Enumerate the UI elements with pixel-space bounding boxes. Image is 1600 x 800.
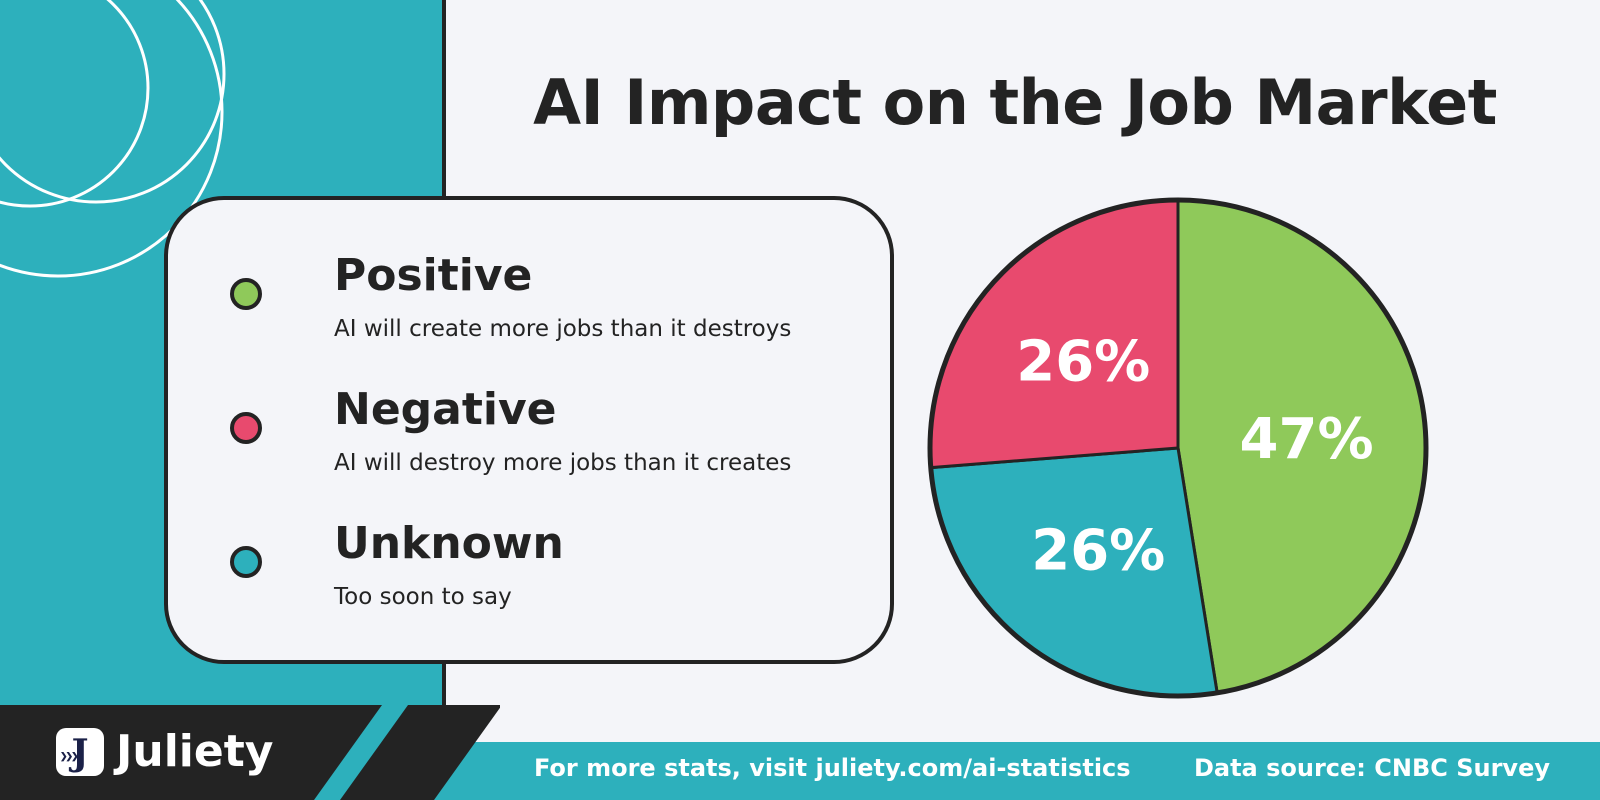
pie-label-unknown: 26%	[1031, 518, 1165, 583]
decorative-circle	[0, 0, 224, 278]
juliety-logo-icon: ❯❯❯ J	[56, 728, 104, 776]
footer-data-source: Data source: CNBC Survey	[1193, 754, 1550, 782]
decorative-circle	[0, 0, 226, 204]
legend-label-unknown: Unknown	[334, 518, 564, 569]
legend-label-negative: Negative	[334, 384, 557, 435]
pie-outline	[927, 197, 1429, 699]
legend-dot-unknown	[230, 546, 262, 578]
footer-stats-link[interactable]: For more stats, visit juliety.com/ai-sta…	[534, 754, 1131, 782]
legend-dot-negative	[230, 412, 262, 444]
legend-label-positive: Positive	[334, 250, 533, 301]
legend-desc-negative: AI will destroy more jobs than it create…	[334, 450, 792, 476]
pie-chart: 47% 26% 26%	[927, 197, 1429, 699]
legend-desc-unknown: Too soon to say	[334, 584, 512, 610]
logo-letter: J	[71, 732, 89, 774]
decorative-circles	[0, 0, 226, 278]
page-title: AI Impact on the Job Market	[533, 66, 1497, 139]
brand-name: Juliety	[116, 726, 274, 777]
legend-dot-positive	[230, 278, 262, 310]
pie-label-negative: 26%	[1016, 329, 1150, 394]
legend-card: Positive AI will create more jobs than i…	[164, 196, 894, 664]
footer-dark-stripe	[340, 705, 500, 800]
pie-label-positive: 47%	[1240, 407, 1374, 472]
decorative-circle	[0, 0, 150, 208]
chevrons-icon: ❯❯❯	[60, 752, 79, 762]
legend-desc-positive: AI will create more jobs than it destroy…	[334, 316, 792, 342]
